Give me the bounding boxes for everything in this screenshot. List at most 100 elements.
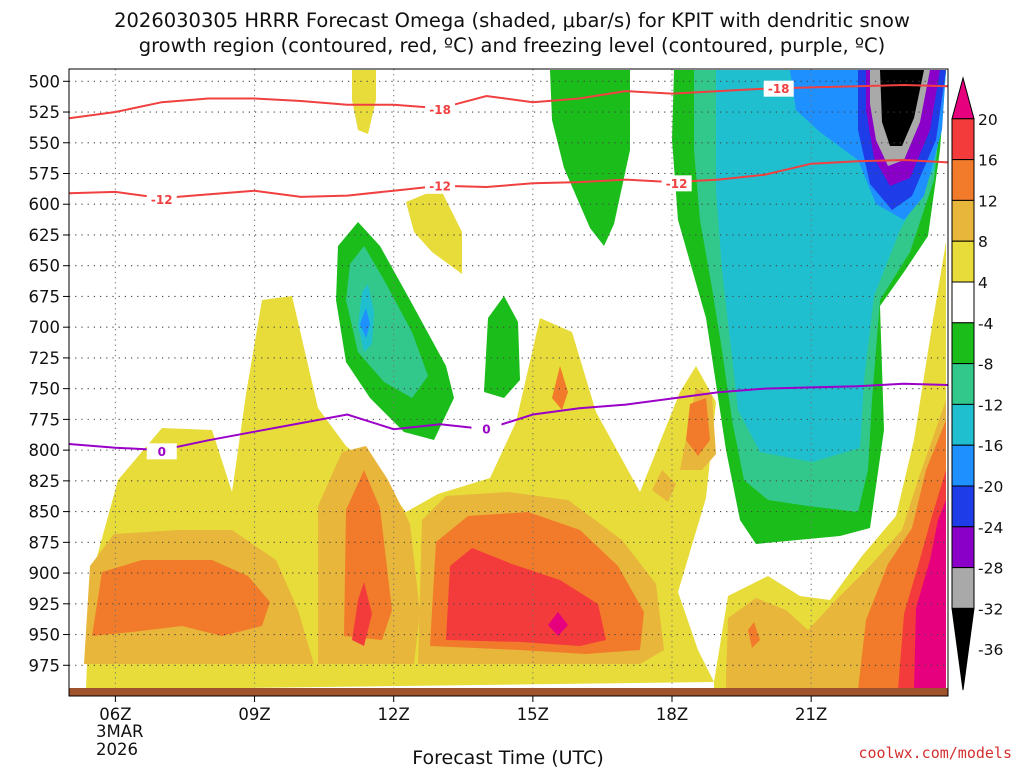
y-tick-label-600: 600 [29,195,61,214]
y-tick-label-800: 800 [29,441,61,460]
y-tick-label-550: 550 [29,134,61,153]
colorbar-swatch-6 [951,322,975,365]
isotherm--18C-label-0: -18 [429,103,451,117]
colorbar: 20 16 12 8 4 -4 -8 -12 -16 -20 -24 -28 -32 -36 [951,76,1003,691]
terrain-ground-band [69,688,948,696]
x-axis-date-line2: 2026 [96,740,138,759]
isotherm--12C-label-bg-0 [146,191,177,208]
x-tick-label-12Z: 12Z [378,705,410,724]
isotherm--18C-line [69,83,948,120]
colorbar-label-2: 12 [978,192,998,210]
isotherm-0C-line [69,382,948,452]
chart-title-line2: growth region (contoured, red, ºC) and f… [139,34,886,57]
colorbar-label-7: -12 [978,396,1003,414]
colorbar-swatch-4 [951,240,975,283]
omega-neg36-region [880,70,924,146]
colorbar-swatch-7 [951,363,975,405]
omega-neg16-left-region [360,308,370,338]
y-tick-label-950: 950 [29,626,61,645]
isotherm--12C-label-1: -12 [429,179,451,193]
chart-title-line1: 2026030305 HRRR Forecast Omega (shaded, … [114,9,910,32]
isotherm--12C-line [69,158,948,200]
colorbar-label-12: -32 [978,600,1003,618]
omega-4-upper-blob-a [352,70,376,134]
plot-border [68,68,949,697]
isotherm--18C-label-bg-0 [425,101,456,118]
colorbar-swatch-10 [951,485,975,528]
omega-neg4-mid-region [484,296,520,398]
colorbar-swatch-9 [951,444,975,487]
omega-12-region-b [344,470,392,640]
y-tick-label-700: 700 [29,318,61,337]
y-tick-label-575: 575 [29,165,61,184]
y-tick-label-875: 875 [29,533,61,552]
colorbar-label-3: 8 [978,233,988,251]
isotherm-labels: -18 -18 -12 -12 -12 0 0 [146,80,794,460]
y-tick-label-925: 925 [29,595,61,614]
isotherm-0C-label-1: 0 [482,423,490,437]
x-axis-date-line1: 3MAR [96,722,144,741]
y-tick-label-850: 850 [29,503,61,522]
omega-16-region-a [352,582,372,646]
colorbar-swatch-3 [951,199,975,242]
colorbar-label-1: 16 [978,152,998,170]
colorbar-swatch-2 [951,159,975,201]
isotherm--12C-label-bg-2 [661,175,692,192]
omega-shading [84,70,946,690]
isotherm-contours [69,83,948,452]
colorbar-label-13: -36 [978,641,1003,659]
colorbar-swatch-1 [951,118,975,161]
colorbar-swatch-11 [951,526,975,569]
colorbar-swatch-12 [951,567,975,609]
omega-16-region-b [446,548,606,646]
y-tick-label-525: 525 [29,103,61,122]
omega-12-region-g [748,622,760,648]
isotherm-0C-label-0: 0 [158,445,166,459]
x-tick-label-06Z: 06Z [99,705,131,724]
colorbar-swatch-5 [951,281,975,324]
y-tick-label-650: 650 [29,257,61,276]
x-axis-label: Forecast Time (UTC) [412,747,603,768]
x-tick-label-15Z: 15Z [517,705,549,724]
y-tick-label-675: 675 [29,287,61,306]
isotherm--12C-label-bg-1 [425,177,456,194]
colorbar-label-9: -20 [978,478,1003,496]
colorbar-label-5: -4 [978,315,993,333]
credit-text: coolwx.com/models [858,744,1012,762]
omega-12-region-e [686,398,710,456]
y-tick-label-825: 825 [29,472,61,491]
colorbar-top-arrow [951,76,975,120]
omega-12-region-a [92,560,270,636]
x-tick-label-18Z: 18Z [656,705,688,724]
omega-4-upper-blob-b [406,188,462,274]
y-tick-label-975: 975 [29,656,61,675]
isotherm--12C-label-0: -12 [151,193,173,207]
colorbar-bottom-arrow [951,607,975,691]
omega-20-region-b [914,500,946,690]
y-tick-label-625: 625 [29,226,61,245]
colorbar-label-6: -8 [978,356,993,374]
omega-neg8-left-region [346,246,428,398]
colorbar-label-11: -28 [978,560,1003,578]
isotherm-0C-label-bg-1 [471,421,502,438]
colorbar-label-10: -24 [978,519,1003,537]
isotherm--12C-label-2: -12 [666,177,688,191]
omega-20-region-a [548,612,568,636]
omega-neg4-upper-region [550,70,630,246]
y-tick-label-775: 775 [29,410,61,429]
omega-12-region-d [552,366,568,410]
y-axis-pressure: 500 525 550 575 600 625 650 675 700 725 750 775 800 8… [29,72,69,675]
y-tick-label-725: 725 [29,349,61,368]
y-tick-label-900: 900 [29,564,61,583]
isotherm--18C-label-1: -18 [768,82,790,96]
x-tick-label-09Z: 09Z [238,705,270,724]
y-tick-label-750: 750 [29,380,61,399]
colorbar-label-0: 20 [978,111,998,129]
colorbar-swatch-8 [951,403,975,446]
isotherm-0C-label-bg-0 [146,443,177,460]
isotherm--18C-label-bg-1 [763,80,794,97]
x-axis-time: 06Z 09Z 12Z 15Z 18Z 21Z [99,696,827,724]
colorbar-label-8: -16 [978,437,1003,455]
y-tick-label-500: 500 [29,72,61,91]
